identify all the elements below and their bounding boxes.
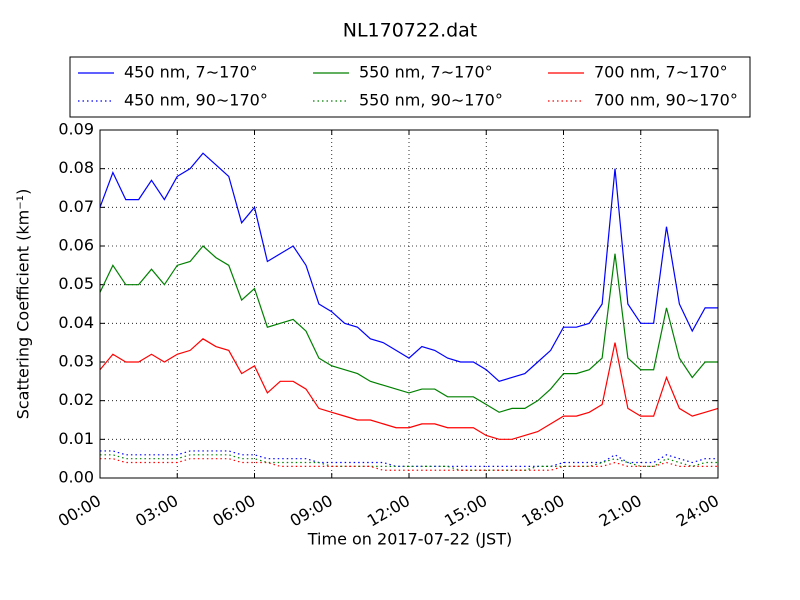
y-tick-label: 0.05 bbox=[58, 274, 94, 293]
legend-label: 550 nm, 90∼170° bbox=[359, 91, 503, 110]
x-tick-label: 06:00 bbox=[209, 491, 258, 531]
legend-label: 450 nm, 7∼170° bbox=[124, 63, 258, 82]
x-tick-label: 09:00 bbox=[287, 491, 336, 531]
y-tick-label: 0.09 bbox=[58, 120, 94, 139]
y-tick-label: 0.04 bbox=[58, 313, 94, 332]
series-line bbox=[100, 450, 718, 467]
y-tick-label: 0.07 bbox=[58, 197, 94, 216]
y-tick-label: 0.03 bbox=[58, 352, 94, 371]
legend-label: 700 nm, 7∼170° bbox=[594, 63, 728, 82]
x-tick-label: 15:00 bbox=[441, 491, 490, 531]
y-tick-label: 0.02 bbox=[58, 390, 94, 409]
y-tick-label: 0.01 bbox=[58, 429, 94, 448]
y-axis-label: Scattering Coefficient (km⁻¹) bbox=[14, 189, 33, 420]
series-line bbox=[100, 454, 718, 471]
x-tick-label: 12:00 bbox=[364, 491, 413, 531]
y-tick-label: 0.08 bbox=[58, 158, 94, 177]
legend-label: 700 nm, 90∼170° bbox=[594, 91, 738, 110]
y-tick-label: 0.00 bbox=[58, 468, 94, 487]
legend-label: 550 nm, 7∼170° bbox=[359, 63, 493, 82]
chart-title: NL170722.dat bbox=[343, 20, 478, 42]
series-line bbox=[99, 152, 718, 383]
series-line bbox=[99, 245, 718, 413]
legend-label: 450 nm, 90∼170° bbox=[124, 91, 268, 110]
plot-frame bbox=[99, 129, 719, 479]
legend-box bbox=[69, 56, 751, 118]
x-axis-label: Time on 2017-07-22 (JST) bbox=[307, 530, 512, 549]
series-line bbox=[100, 458, 718, 471]
y-tick-label: 0.06 bbox=[58, 236, 94, 255]
x-tick-label: 18:00 bbox=[518, 491, 567, 531]
x-tick-label: 24:00 bbox=[673, 491, 722, 531]
series-line bbox=[99, 338, 719, 440]
x-tick-label: 00:00 bbox=[55, 491, 104, 531]
x-tick-label: 21:00 bbox=[596, 491, 645, 531]
x-tick-label: 03:00 bbox=[132, 491, 181, 531]
